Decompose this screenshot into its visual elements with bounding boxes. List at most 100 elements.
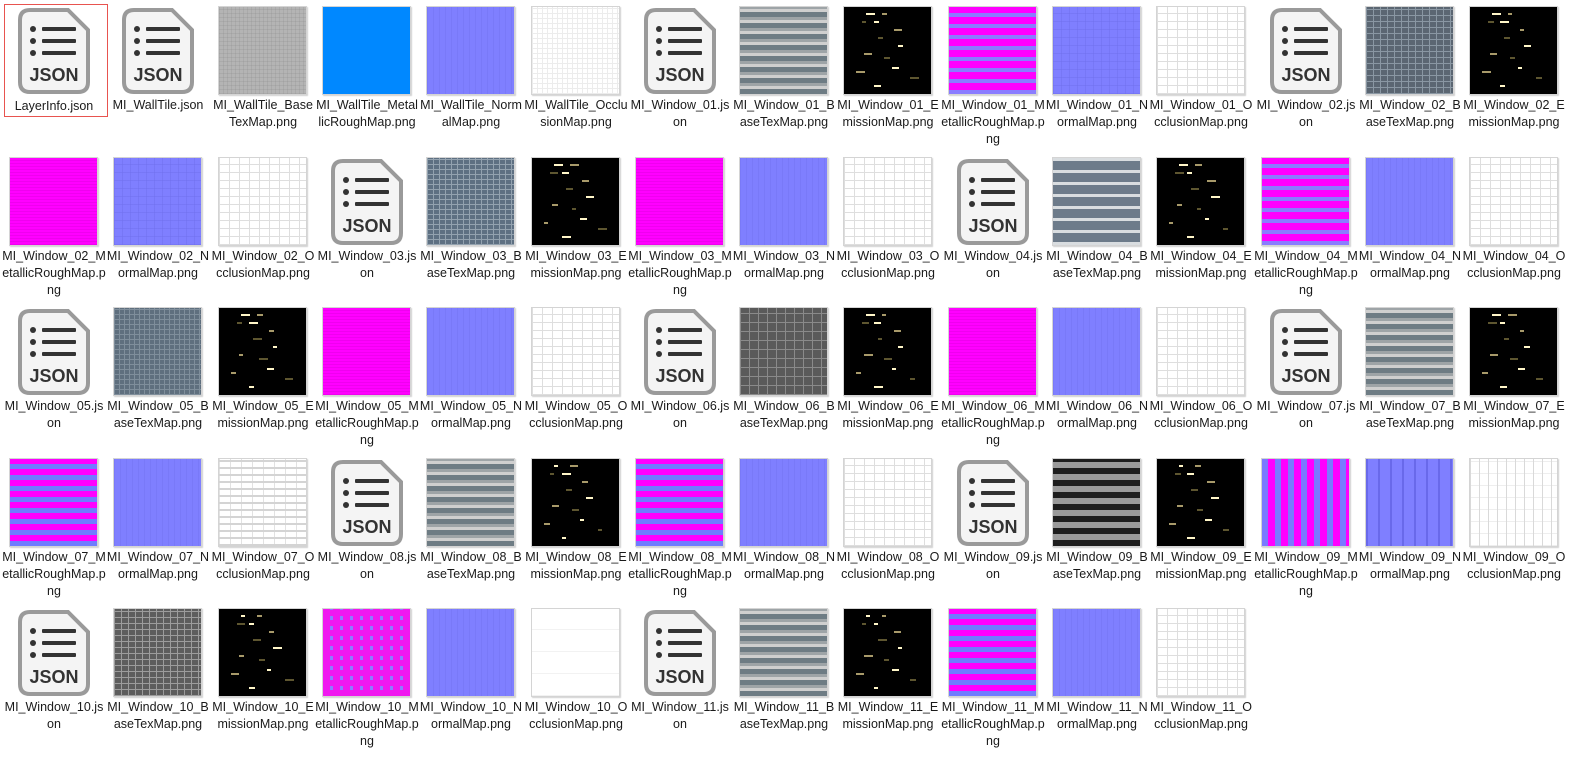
- emission-light: [862, 623, 866, 625]
- file-item[interactable]: MI_Window_10_OcclusionMap.png: [525, 606, 630, 731]
- emission-light: [554, 164, 563, 166]
- file-item[interactable]: MI_Window_02_OcclusionMap.png: [212, 155, 317, 280]
- file-item[interactable]: JSON MI_WallTile.json: [108, 4, 212, 117]
- file-item[interactable]: MI_Window_11_NormalMap.png: [1046, 606, 1151, 731]
- file-item[interactable]: JSON MI_Window_02.json: [1256, 4, 1360, 129]
- emission-light: [1504, 338, 1509, 340]
- file-item[interactable]: MI_Window_11_MetallicRoughMap.png: [941, 606, 1047, 748]
- emission-light: [882, 314, 886, 316]
- file-item[interactable]: MI_Window_05_OcclusionMap.png: [525, 305, 630, 430]
- texture-thumbnail: [531, 157, 620, 246]
- file-item[interactable]: JSON MI_Window_07.json: [1256, 305, 1360, 430]
- file-item[interactable]: MI_Window_06_BaseTexMap.png: [733, 305, 838, 430]
- file-item[interactable]: MI_Window_02_BaseTexMap.png: [1359, 4, 1464, 129]
- file-item[interactable]: MI_Window_09_BaseTexMap.png: [1046, 456, 1151, 581]
- file-item[interactable]: MI_Window_07_OcclusionMap.png: [212, 456, 317, 581]
- emission-light: [544, 523, 550, 525]
- file-item[interactable]: MI_Window_08_NormalMap.png: [733, 456, 838, 581]
- file-item[interactable]: MI_Window_11_OcclusionMap.png: [1150, 606, 1255, 731]
- emission-light: [570, 164, 579, 166]
- file-item[interactable]: JSON MI_Window_01.json: [630, 4, 734, 129]
- svg-text:JSON: JSON: [133, 65, 182, 85]
- file-item[interactable]: MI_Window_11_EmissionMap.png: [838, 606, 942, 731]
- file-item[interactable]: MI_Window_10_EmissionMap.png: [212, 606, 317, 731]
- file-item[interactable]: MI_Window_01_BaseTexMap.png: [733, 4, 838, 129]
- json-file-thumbnail: JSON: [635, 608, 724, 697]
- emission-light: [866, 615, 870, 617]
- json-file-icon: JSON: [643, 609, 716, 696]
- file-item[interactable]: JSON MI_Window_06.json: [630, 305, 734, 430]
- file-item[interactable]: MI_WallTile_MetallicRoughMap.png: [316, 4, 421, 129]
- json-file-thumbnail: JSON: [635, 6, 724, 95]
- file-item[interactable]: MI_Window_08_EmissionMap.png: [525, 456, 630, 581]
- file-item[interactable]: MI_Window_01_MetallicRoughMap.png: [941, 4, 1047, 146]
- file-item[interactable]: MI_WallTile_OcclusionMap.png: [524, 4, 630, 129]
- file-item[interactable]: MI_Window_10_BaseTexMap.png: [107, 606, 212, 731]
- file-item[interactable]: MI_Window_09_MetallicRoughMap.png: [1254, 456, 1360, 598]
- file-item[interactable]: MI_WallTile_NormalMap.png: [420, 4, 525, 129]
- file-item[interactable]: MI_Window_03_BaseTexMap.png: [420, 155, 525, 280]
- file-item[interactable]: JSON MI_Window_08.json: [317, 456, 421, 581]
- file-item[interactable]: MI_Window_06_OcclusionMap.png: [1150, 305, 1255, 430]
- file-name-label: MI_Window_01_NormalMap.png: [1045, 98, 1149, 129]
- file-item[interactable]: MI_Window_01_EmissionMap.png: [837, 4, 942, 129]
- file-item[interactable]: MI_Window_01_NormalMap.png: [1046, 4, 1151, 129]
- emission-light: [269, 631, 274, 633]
- file-item[interactable]: MI_Window_02_NormalMap.png: [107, 155, 212, 280]
- file-item[interactable]: JSON MI_Window_10.json: [4, 606, 108, 731]
- file-item[interactable]: MI_Window_02_MetallicRoughMap.png: [2, 155, 108, 297]
- texture-thumbnail: [1261, 157, 1350, 246]
- file-item[interactable]: MI_Window_06_NormalMap.png: [1046, 305, 1151, 430]
- emission-light: [892, 67, 899, 69]
- file-item[interactable]: JSON MI_Window_11.json: [630, 606, 734, 731]
- file-item[interactable]: MI_Window_07_EmissionMap.png: [1463, 305, 1568, 430]
- file-item[interactable]: MI_Window_07_BaseTexMap.png: [1359, 305, 1464, 430]
- file-item[interactable]: MI_Window_04_BaseTexMap.png: [1046, 155, 1151, 280]
- file-item[interactable]: MI_Window_07_NormalMap.png: [107, 456, 212, 581]
- file-item[interactable]: JSON MI_Window_03.json: [317, 155, 421, 280]
- emission-light: [1500, 322, 1505, 324]
- texture-thumbnail: [531, 458, 620, 547]
- file-item[interactable]: MI_Window_04_NormalMap.png: [1359, 155, 1464, 280]
- file-item[interactable]: MI_Window_04_OcclusionMap.png: [1463, 155, 1568, 280]
- emission-light: [1197, 208, 1201, 210]
- file-item[interactable]: MI_Window_05_EmissionMap.png: [212, 305, 317, 430]
- file-item[interactable]: MI_Window_08_BaseTexMap.png: [420, 456, 525, 581]
- file-item[interactable]: MI_WallTile_BaseTexMap.png: [213, 4, 317, 129]
- file-item[interactable]: MI_Window_03_NormalMap.png: [733, 155, 838, 280]
- file-item[interactable]: MI_Window_07_MetallicRoughMap.png: [2, 456, 108, 598]
- file-item[interactable]: MI_Window_04_MetallicRoughMap.png: [1254, 155, 1360, 297]
- texture-thumbnail: [739, 608, 828, 697]
- file-item[interactable]: MI_Window_10_NormalMap.png: [420, 606, 525, 731]
- file-item[interactable]: JSON MI_Window_05.json: [4, 305, 108, 430]
- texture-thumbnail: [948, 307, 1037, 396]
- emission-light: [898, 647, 902, 649]
- file-item[interactable]: MI_Window_03_MetallicRoughMap.png: [628, 155, 734, 297]
- file-item[interactable]: MI_Window_09_NormalMap.png: [1359, 456, 1464, 581]
- file-item[interactable]: MI_Window_01_OcclusionMap.png: [1150, 4, 1255, 129]
- file-item[interactable]: MI_Window_05_NormalMap.png: [420, 305, 525, 430]
- file-item[interactable]: MI_Window_06_MetallicRoughMap.png: [941, 305, 1047, 447]
- file-item[interactable]: JSON LayerInfo.json: [4, 4, 108, 117]
- texture-thumbnail: [1156, 458, 1245, 547]
- emission-light: [231, 372, 236, 374]
- file-item[interactable]: MI_Window_02_EmissionMap.png: [1463, 4, 1568, 129]
- file-item[interactable]: MI_Window_03_OcclusionMap.png: [837, 155, 942, 280]
- file-item[interactable]: MI_Window_10_MetallicRoughMap.png: [315, 606, 421, 748]
- texture-thumbnail: [531, 6, 620, 95]
- file-item[interactable]: MI_Window_08_MetallicRoughMap.png: [628, 456, 734, 598]
- file-item[interactable]: MI_Window_08_OcclusionMap.png: [837, 456, 942, 581]
- emission-light: [1492, 314, 1501, 316]
- file-item[interactable]: MI_Window_04_EmissionMap.png: [1150, 155, 1255, 280]
- file-item[interactable]: MI_Window_05_BaseTexMap.png: [107, 305, 212, 430]
- file-item[interactable]: MI_Window_11_BaseTexMap.png: [734, 606, 838, 731]
- json-file-icon: JSON: [330, 459, 403, 546]
- file-item[interactable]: MI_Window_09_EmissionMap.png: [1150, 456, 1255, 581]
- file-item[interactable]: JSON MI_Window_04.json: [943, 155, 1047, 280]
- file-item[interactable]: MI_Window_09_OcclusionMap.png: [1463, 456, 1568, 581]
- file-item[interactable]: MI_Window_05_MetallicRoughMap.png: [315, 305, 421, 447]
- file-item[interactable]: MI_Window_06_EmissionMap.png: [837, 305, 942, 430]
- file-item[interactable]: MI_Window_03_EmissionMap.png: [525, 155, 630, 280]
- file-item[interactable]: JSON MI_Window_09.json: [943, 456, 1047, 581]
- emission-light: [562, 236, 571, 238]
